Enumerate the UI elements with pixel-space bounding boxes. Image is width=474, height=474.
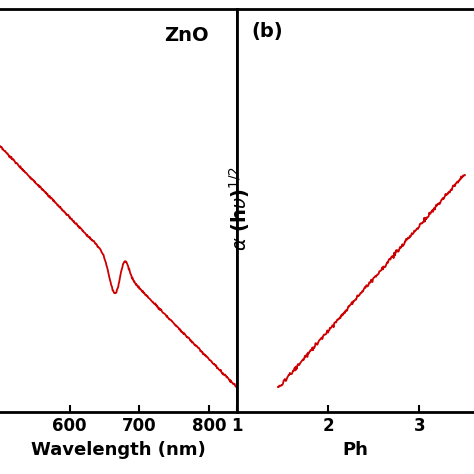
Text: ZnO: ZnO: [164, 26, 209, 45]
Text: $\alpha$ (h$\upsilon$)$^{1/2}$: $\alpha$ (h$\upsilon$)$^{1/2}$: [227, 166, 252, 251]
X-axis label: Ph: Ph: [343, 441, 368, 459]
Text: (b): (b): [251, 22, 283, 41]
X-axis label: Wavelength (nm): Wavelength (nm): [31, 441, 206, 459]
